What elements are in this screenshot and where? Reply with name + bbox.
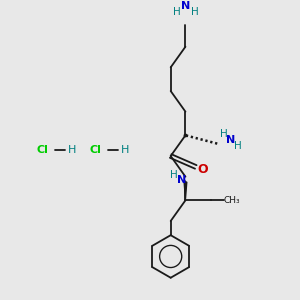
Text: H: H bbox=[220, 129, 228, 139]
Text: CH₃: CH₃ bbox=[224, 196, 240, 205]
Text: N: N bbox=[177, 175, 187, 185]
Text: N: N bbox=[226, 135, 235, 145]
Text: H: H bbox=[68, 145, 76, 155]
Polygon shape bbox=[184, 182, 187, 199]
Text: O: O bbox=[197, 163, 208, 176]
Text: N: N bbox=[182, 1, 191, 11]
Text: H: H bbox=[121, 145, 129, 155]
Text: Cl: Cl bbox=[36, 145, 48, 155]
Text: H: H bbox=[191, 7, 199, 17]
Text: H: H bbox=[170, 170, 178, 180]
Text: Cl: Cl bbox=[89, 145, 101, 155]
Text: H: H bbox=[173, 7, 181, 17]
Text: H: H bbox=[234, 141, 242, 151]
